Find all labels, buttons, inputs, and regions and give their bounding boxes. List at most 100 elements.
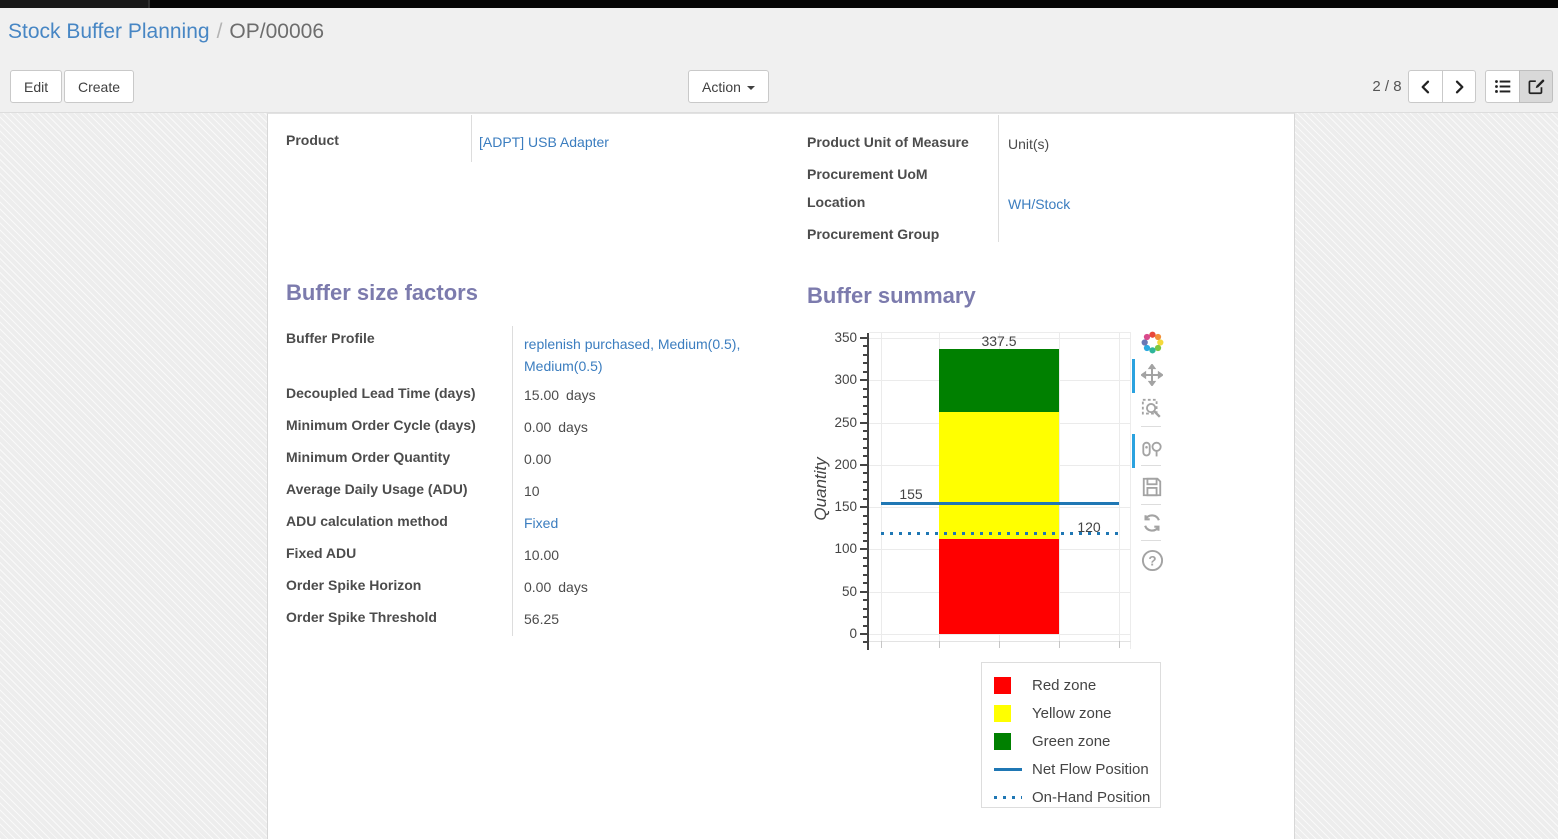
- y-axis-major-tick: [860, 463, 868, 466]
- field-divider: [471, 115, 472, 162]
- y-axis-minor-tick: [863, 396, 868, 399]
- field-value-buffer-profile-link[interactable]: replenish purchased, Medium(0.5), Medium…: [524, 336, 741, 374]
- bar-segment-red-zone: [939, 538, 1059, 634]
- y-axis-tick-label: 100: [834, 541, 857, 557]
- y-axis-major-tick: [860, 421, 868, 424]
- legend-swatch: [994, 732, 1024, 750]
- y-axis-tick-label: 0: [849, 626, 857, 641]
- field-value-product-uom: Unit(s): [1008, 136, 1050, 152]
- y-axis-minor-tick: [863, 573, 868, 576]
- y-axis-minor-tick: [863, 616, 868, 619]
- net-flow-position-line: [881, 501, 1119, 505]
- y-axis-minor-tick: [863, 497, 868, 500]
- legend-swatch: [994, 795, 1024, 799]
- plotly-logo[interactable]: [1139, 329, 1165, 355]
- y-axis-minor-tick: [863, 404, 868, 407]
- edit-button[interactable]: Edit: [10, 70, 63, 103]
- top-menubar: [0, 0, 1558, 8]
- field-label-min-order-qty: Minimum Order Quantity: [286, 449, 451, 465]
- zoom-box-icon[interactable]: [1139, 396, 1165, 422]
- y-gridline: [869, 338, 1131, 339]
- y-axis-minor-tick: [863, 556, 868, 559]
- chevron-left-icon: [1418, 79, 1434, 95]
- y-axis-line: [867, 333, 869, 650]
- section-title-buffer-size-factors: Buffer size factors: [286, 280, 478, 305]
- y-axis-minor-tick: [863, 599, 868, 602]
- bar-segment-yellow-zone: [939, 412, 1059, 539]
- legend-item[interactable]: On-Hand Position: [982, 783, 1160, 811]
- y-axis-minor-tick: [863, 413, 868, 416]
- y-axis-minor-tick: [863, 455, 868, 458]
- field-divider: [998, 115, 999, 242]
- field-value-adu-method-link[interactable]: Fixed: [524, 515, 559, 531]
- pager-previous-button[interactable]: [1408, 70, 1442, 103]
- pager-next-button[interactable]: [1442, 70, 1476, 103]
- field-label-spike-horizon: Order Spike Horizon: [286, 577, 422, 593]
- x-axis-tick: [881, 641, 882, 648]
- field-label-procurement-uom: Procurement UoM: [807, 166, 928, 182]
- hover-compare-icon[interactable]: [1139, 437, 1165, 463]
- legend-item[interactable]: Yellow zone: [982, 699, 1160, 727]
- legend-label: Net Flow Position: [1032, 760, 1149, 778]
- y-gridline: [869, 634, 1131, 635]
- action-label: Action: [702, 78, 741, 95]
- x-gridline: [1119, 333, 1120, 641]
- chart-plot-area[interactable]: 050100150200250300350112.5262.5337.51551…: [834, 330, 1131, 650]
- section-title-buffer-summary: Buffer summary: [807, 283, 976, 308]
- legend-item[interactable]: Net Flow Position: [982, 755, 1160, 783]
- action-dropdown-button[interactable]: Action: [688, 70, 769, 103]
- legend-swatch: [994, 704, 1024, 722]
- y-axis-minor-tick: [863, 539, 868, 542]
- y-axis-tick-label: 250: [834, 414, 857, 430]
- y-axis-minor-tick: [863, 523, 868, 526]
- y-axis-minor-tick: [863, 430, 868, 433]
- y-axis-minor-tick: [863, 489, 868, 492]
- y-axis-tick-label: 300: [834, 372, 857, 388]
- field-value-min-order-qty: 0.00: [524, 451, 552, 467]
- y-axis-major-tick: [860, 548, 868, 551]
- legend-item[interactable]: Green zone: [982, 727, 1160, 755]
- legend-label: Yellow zone: [1032, 704, 1112, 722]
- field-label-fixed-adu: Fixed ADU: [286, 545, 357, 561]
- legend-item[interactable]: Red zone: [982, 671, 1160, 699]
- y-axis-minor-tick: [863, 446, 868, 449]
- y-axis-minor-tick: [863, 514, 868, 517]
- y-axis-minor-tick: [863, 370, 868, 373]
- reset-axes-icon[interactable]: [1139, 510, 1165, 536]
- field-label-buffer-profile: Buffer Profile: [286, 330, 375, 346]
- caret-down-icon: [746, 85, 755, 90]
- modebar-active-indicator: [1132, 359, 1135, 393]
- field-value-product-link[interactable]: [ADPT] USB Adapter: [479, 134, 609, 150]
- breadcrumb-current: OP/00006: [229, 20, 324, 43]
- field-value-adu: 10: [524, 483, 540, 499]
- control-panel: Stock Buffer Planning / OP/00006 Edit Crea…: [0, 8, 1558, 113]
- field-value-location-link[interactable]: WH/Stock: [1008, 196, 1071, 212]
- x-axis-tick: [1119, 641, 1120, 648]
- y-axis-minor-tick: [863, 641, 868, 644]
- x-axis-tick: [1059, 641, 1060, 648]
- chart-legend: Red zone Yellow zone Green zone Net Flow Po…: [981, 662, 1161, 808]
- save-icon[interactable]: [1139, 474, 1165, 500]
- list-view-button[interactable]: [1485, 70, 1519, 103]
- breadcrumb-parent-link[interactable]: Stock Buffer Planning: [8, 20, 210, 43]
- x-gridline: [1059, 333, 1060, 641]
- pan-icon[interactable]: [1139, 362, 1165, 388]
- form-view-button[interactable]: [1519, 70, 1553, 103]
- x-axis-tick: [999, 641, 1000, 648]
- view-switcher: [1485, 70, 1553, 103]
- y-axis-tick-label: 150: [834, 499, 857, 515]
- help-icon[interactable]: ?: [1139, 547, 1165, 573]
- modebar-separator: [1141, 504, 1161, 505]
- y-axis-major-tick: [860, 633, 868, 635]
- y-axis-tick-label: 50: [841, 583, 857, 599]
- y-axis-minor-tick: [863, 345, 868, 348]
- legend-swatch: [994, 767, 1024, 771]
- breadcrumb: Stock Buffer Planning / OP/00006: [8, 20, 324, 44]
- create-button[interactable]: Create: [64, 70, 135, 103]
- net-flow-position-label: 155: [899, 485, 923, 502]
- field-value-spike-threshold: 56.25: [524, 611, 560, 627]
- legend-label: Red zone: [1032, 676, 1097, 694]
- svg-text:?: ?: [1148, 553, 1156, 568]
- top-menubar-segment: [0, 0, 150, 8]
